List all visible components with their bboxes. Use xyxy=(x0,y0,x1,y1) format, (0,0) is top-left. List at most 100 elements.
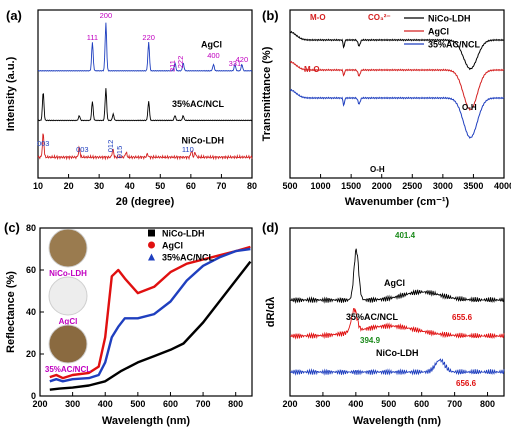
y-tick-label: 60 xyxy=(26,265,36,275)
x-tick-label: 4000 xyxy=(494,181,511,191)
sample-photo xyxy=(48,228,88,268)
sample-label: AgCl xyxy=(59,317,78,326)
legend-label: 35%AC/NCL xyxy=(428,40,481,50)
band-label: O-H xyxy=(462,103,477,112)
x-tick-label: 500 xyxy=(130,399,145,409)
panel-a-xlabel: 2θ (degree) xyxy=(116,196,175,208)
series-line xyxy=(49,245,251,380)
x-tick-label: 1500 xyxy=(341,181,361,191)
series-line xyxy=(289,30,505,71)
x-tick-label: 800 xyxy=(228,399,243,409)
panel-c-label: (c) xyxy=(4,220,20,235)
series-line xyxy=(289,307,505,340)
x-tick-label: 300 xyxy=(65,399,80,409)
x-tick-label: 80 xyxy=(247,181,257,191)
peak-label: 655.6 xyxy=(452,313,473,322)
panel-b: (b) Wavenumber (cm⁻¹) Transmittance (%) … xyxy=(261,8,511,208)
legend-marker xyxy=(148,229,155,237)
series-label: AgCl xyxy=(201,40,222,50)
series-label: NiCo-LDH xyxy=(182,136,225,146)
x-tick-label: 1000 xyxy=(311,181,331,191)
x-tick-label: 700 xyxy=(196,399,211,409)
peak-index-label: 012 xyxy=(106,140,115,153)
panel-a-frame xyxy=(37,9,253,179)
x-tick-label: 3500 xyxy=(463,181,483,191)
legend-label: NiCo-LDH xyxy=(428,14,471,24)
x-tick-label: 30 xyxy=(94,181,104,191)
x-tick-label: 200 xyxy=(282,399,297,409)
panel-b-xlabel: Wavenumber (cm⁻¹) xyxy=(345,196,450,208)
legend-marker xyxy=(148,253,155,261)
peak-label: 656.6 xyxy=(456,379,477,388)
x-tick-label: 3000 xyxy=(433,181,453,191)
series-line xyxy=(289,88,505,139)
x-tick-label: 200 xyxy=(32,399,47,409)
series-label: AgCl xyxy=(384,278,405,288)
series-label: 35%AC/NCL xyxy=(172,99,225,109)
panel-c-insets: NiCo-LDH AgCl 35%AC/NCL xyxy=(45,228,91,374)
series-line xyxy=(289,60,505,111)
panel-c-curves xyxy=(49,245,252,391)
panel-a-curves: AgCl 35%AC/NCL NiCo-LDH xyxy=(37,22,253,161)
peak-index-label: 222 xyxy=(176,56,185,69)
panel-a-ticks: 10 20 30 40 50 60 70 80 xyxy=(33,174,257,191)
panel-b-ylabel: Transmittance (%) xyxy=(261,46,273,141)
x-tick-label: 500 xyxy=(282,181,297,191)
panel-d: (d) Wavelength (nm) dR/dλ 200 300 400 500 60… xyxy=(262,220,505,427)
sample-photo xyxy=(48,276,88,316)
band-label: CO₃²⁻ xyxy=(368,13,391,22)
sample-photo xyxy=(48,324,88,364)
legend-label: NiCo-LDH xyxy=(162,229,205,239)
sample-label: 35%AC/NCL xyxy=(45,365,91,374)
panel-b-legend: NiCo-LDH AgCl 35%AC/NCL xyxy=(404,14,481,50)
x-tick-label: 70 xyxy=(216,181,226,191)
panel-d-annotations: 401.4 394.9 655.6 656.6 xyxy=(360,231,477,388)
x-tick-label: 40 xyxy=(125,181,135,191)
series-agcl xyxy=(37,22,253,72)
peak-index-label: 220 xyxy=(142,33,155,42)
x-tick-label: 700 xyxy=(447,399,462,409)
legend-label: 35%AC/NCL xyxy=(162,253,215,263)
panel-c-ticks: 200 300 400 500 600 700 800 0 20 40 60 80 xyxy=(26,223,243,409)
series-35-ac-ncl xyxy=(37,88,253,122)
panel-c-xlabel: Wavelength (nm) xyxy=(102,415,191,427)
x-tick-label: 10 xyxy=(33,181,43,191)
y-tick-label: 20 xyxy=(26,349,36,359)
series-line xyxy=(289,248,505,304)
series-label: NiCo-LDH xyxy=(376,348,419,358)
series-nico-ldh xyxy=(37,133,253,161)
panel-d-label: (d) xyxy=(262,220,279,235)
panel-a-ylabel: Intensity (a.u.) xyxy=(5,56,17,131)
x-tick-label: 20 xyxy=(64,181,74,191)
band-label: M-O xyxy=(310,13,326,22)
band-label: M-O xyxy=(304,65,320,74)
peak-index-label: 110 xyxy=(182,145,194,154)
panel-a: (a) 2θ (degree) Intensity (a.u.) 10 20 30 4… xyxy=(5,8,257,208)
panel-d-curves: AgCl 35%AC/NCL NiCo-LDH xyxy=(289,248,505,376)
panel-d-xlabel: Wavelength (nm) xyxy=(353,415,442,427)
panel-d-ylabel: dR/dλ xyxy=(265,297,277,328)
x-tick-label: 60 xyxy=(186,181,196,191)
x-tick-label: 2500 xyxy=(402,181,422,191)
panel-b-label: (b) xyxy=(262,8,279,23)
x-tick-label: 600 xyxy=(414,399,429,409)
panel-d-frame xyxy=(289,227,505,397)
x-tick-label: 50 xyxy=(155,181,165,191)
peak-index-label: 111 xyxy=(87,33,98,42)
peak-index-label: 003 xyxy=(37,139,50,148)
series-label: 35%AC/NCL xyxy=(346,312,399,322)
series-line xyxy=(49,260,252,391)
x-tick-label: 400 xyxy=(348,399,363,409)
panel-c-ylabel: Reflectance (%) xyxy=(5,271,17,353)
series-line xyxy=(289,358,505,376)
y-tick-label: 80 xyxy=(26,223,36,233)
panel-a-label: (a) xyxy=(6,8,22,23)
x-tick-label: 500 xyxy=(381,399,396,409)
legend-label: AgCl xyxy=(428,27,449,37)
peak-index-label: 015 xyxy=(115,146,124,159)
peak-index-label: 400 xyxy=(207,51,220,60)
peak-index-label: 003 xyxy=(76,145,89,154)
peak-index-label: 420 xyxy=(236,55,249,64)
